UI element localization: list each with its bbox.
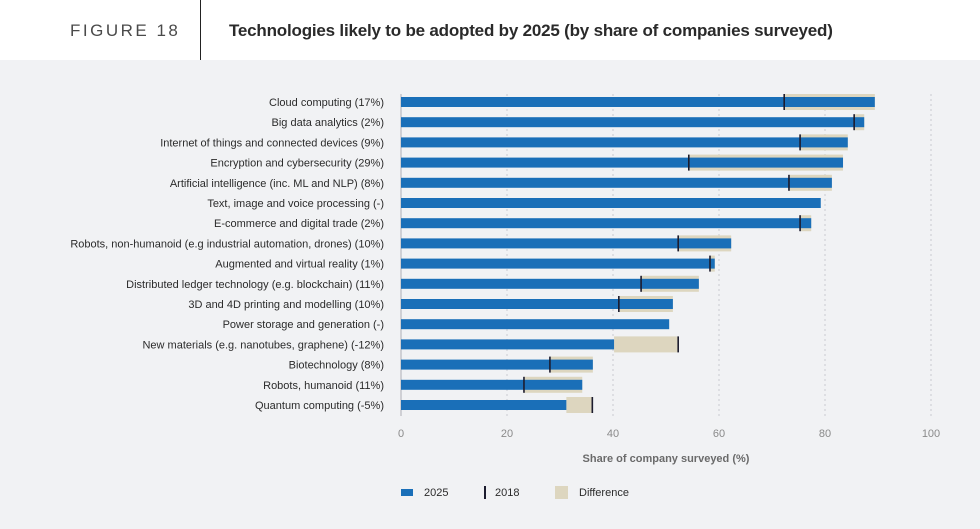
category-label: Big data analytics (2%) [272, 117, 385, 129]
legend-swatch-difference [555, 486, 568, 499]
legend-label-2025: 2025 [424, 487, 448, 499]
category-label: Power storage and generation (-) [223, 319, 384, 331]
figure-header: FIGURE 18 Technologies likely to be adop… [0, 0, 980, 60]
bar-2025 [401, 97, 875, 107]
marks-2018 [523, 94, 855, 413]
mark-2018 [687, 154, 690, 171]
mark-2018 [677, 336, 679, 353]
legend-swatch-2025 [401, 489, 413, 496]
bar-2025 [401, 299, 673, 309]
header-divider [200, 0, 201, 60]
mark-2018 [709, 255, 711, 272]
difference-band [614, 336, 679, 353]
mark-2018 [788, 174, 790, 191]
legend-label-difference: Difference [579, 487, 629, 499]
mark-2018 [640, 275, 642, 292]
bar-2025 [401, 198, 821, 208]
x-tick-label: 40 [607, 428, 619, 440]
bar-2025 [401, 319, 670, 330]
bar-2025 [401, 278, 699, 289]
x-tick-label: 20 [501, 428, 513, 440]
mark-2018 [618, 296, 620, 312]
category-label: Biotechnology (8%) [289, 360, 384, 372]
category-label: Quantum computing (-5%) [255, 400, 384, 412]
mark-2018 [783, 94, 785, 110]
bar-2025 [401, 157, 844, 168]
mark-2018 [523, 376, 525, 393]
bar-2025 [401, 400, 567, 410]
bar-2025 [401, 359, 593, 370]
category-label: New materials (e.g. nanotubes, graphene)… [142, 339, 384, 351]
legend-swatch-2018 [484, 486, 486, 499]
x-axis-title: Share of company surveyed (%) [583, 453, 750, 465]
category-label: Internet of things and connected devices… [160, 137, 384, 149]
x-tick-label: 100 [922, 428, 940, 440]
category-label: Robots, non-humanoid (e.g industrial aut… [70, 238, 384, 250]
category-label: Text, image and voice processing (-) [207, 198, 384, 210]
mark-2018 [549, 356, 551, 373]
bar-2025 [401, 177, 832, 188]
bar-2025 [401, 258, 715, 269]
bar-2025 [401, 379, 583, 390]
legend-label-2018: 2018 [495, 487, 519, 499]
difference-band [566, 397, 593, 413]
x-tick-labels: 0 20 40 60 80 100 [398, 428, 940, 440]
legend: 2025 2018 Difference [401, 486, 629, 499]
category-label: E-commerce and digital trade (2%) [214, 218, 384, 230]
mark-2018 [853, 114, 855, 131]
bar-2025 [401, 117, 865, 128]
category-label: Cloud computing (17%) [269, 97, 384, 109]
x-tick-label: 0 [398, 428, 404, 440]
figure-label: FIGURE 18 [70, 21, 181, 40]
category-label: 3D and 4D printing and modelling (10%) [188, 299, 384, 311]
bars-2025 [401, 97, 875, 410]
mark-2018 [591, 397, 594, 413]
mark-2018 [677, 235, 679, 252]
mark-2018 [799, 134, 801, 151]
category-label: Robots, humanoid (11%) [263, 380, 384, 392]
bar-2025 [401, 339, 615, 350]
figure-title: Technologies likely to be adopted by 202… [229, 21, 833, 40]
category-label: Encryption and cybersecurity (29%) [210, 158, 384, 170]
x-tick-label: 60 [713, 428, 725, 440]
bar-2025 [401, 137, 848, 148]
category-label: Distributed ledger technology (e.g. bloc… [126, 279, 384, 291]
category-label: Augmented and virtual reality (1%) [215, 259, 384, 271]
category-label: Artificial intelligence (inc. ML and NLP… [170, 178, 384, 190]
x-tick-label: 80 [819, 428, 831, 440]
mark-2018 [799, 215, 801, 232]
category-labels: Cloud computing (17%) Big data analytics … [70, 97, 384, 412]
bar-2025 [401, 218, 812, 229]
bar-2025 [401, 238, 732, 249]
